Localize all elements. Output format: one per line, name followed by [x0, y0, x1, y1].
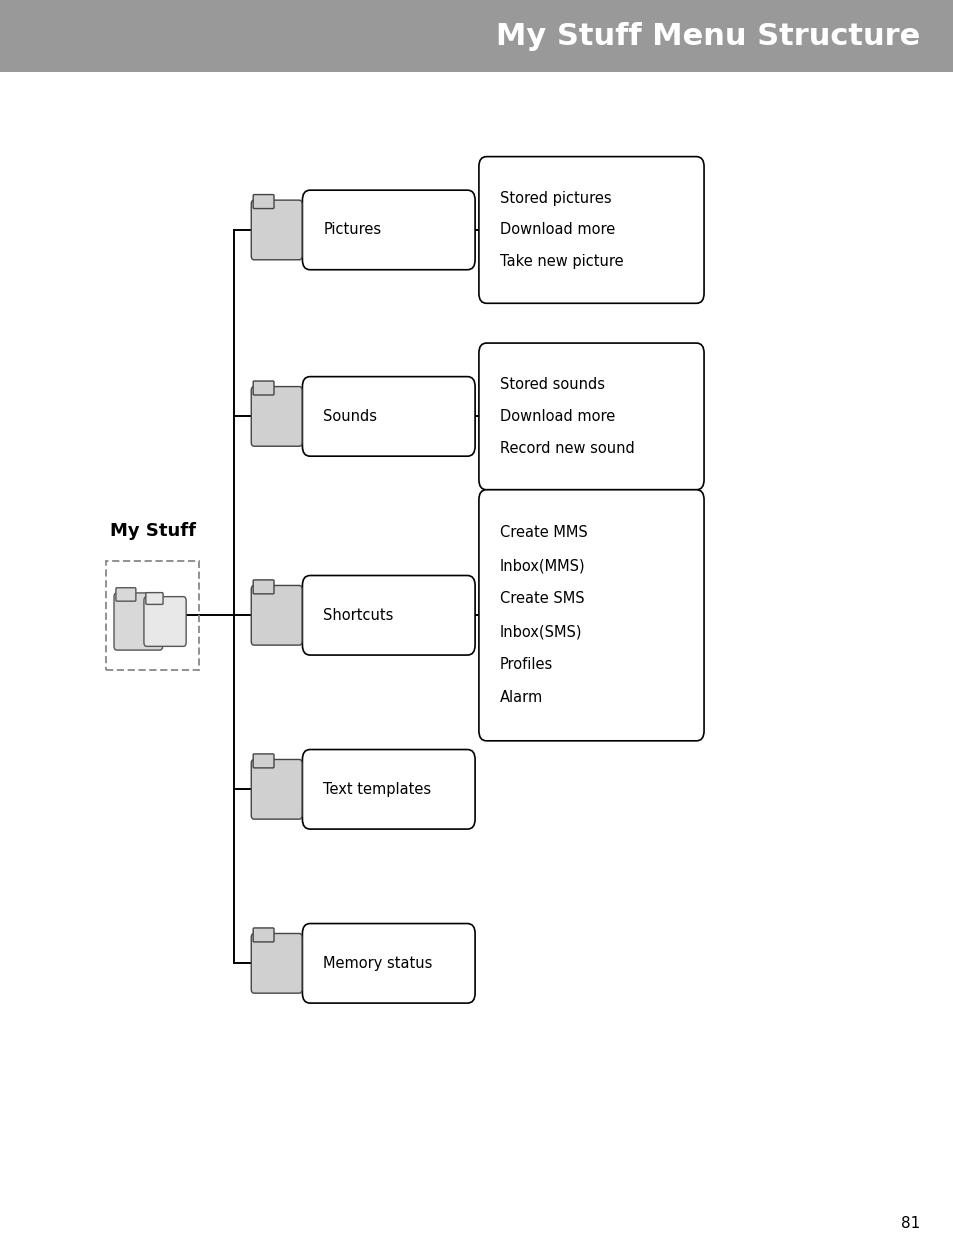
Text: Take new picture: Take new picture — [499, 254, 623, 270]
Text: My Stuff: My Stuff — [110, 522, 195, 539]
FancyBboxPatch shape — [114, 593, 162, 650]
FancyBboxPatch shape — [144, 597, 186, 646]
FancyBboxPatch shape — [251, 933, 302, 993]
Text: Stored pictures: Stored pictures — [499, 190, 611, 206]
Text: Memory status: Memory status — [323, 956, 433, 971]
Text: Record new sound: Record new sound — [499, 440, 634, 456]
FancyBboxPatch shape — [302, 190, 475, 270]
FancyBboxPatch shape — [302, 576, 475, 655]
Text: Alarm: Alarm — [499, 690, 542, 705]
FancyBboxPatch shape — [0, 0, 953, 72]
Text: Create MMS: Create MMS — [499, 526, 587, 541]
FancyBboxPatch shape — [251, 585, 302, 645]
FancyBboxPatch shape — [478, 157, 703, 303]
Text: Stored sounds: Stored sounds — [499, 377, 604, 393]
FancyBboxPatch shape — [253, 929, 274, 942]
Text: Text templates: Text templates — [323, 782, 431, 797]
FancyBboxPatch shape — [146, 593, 163, 604]
Text: Shortcuts: Shortcuts — [323, 608, 394, 623]
FancyBboxPatch shape — [253, 382, 274, 395]
Text: Inbox(SMS): Inbox(SMS) — [499, 624, 581, 639]
Text: Download more: Download more — [499, 222, 615, 237]
FancyBboxPatch shape — [478, 343, 703, 490]
FancyBboxPatch shape — [253, 755, 274, 768]
FancyBboxPatch shape — [251, 387, 302, 446]
Text: Create SMS: Create SMS — [499, 592, 584, 607]
FancyBboxPatch shape — [253, 195, 274, 209]
FancyBboxPatch shape — [478, 490, 703, 741]
FancyBboxPatch shape — [251, 200, 302, 260]
FancyBboxPatch shape — [302, 377, 475, 456]
Text: My Stuff Menu Structure: My Stuff Menu Structure — [496, 21, 920, 51]
Text: Profiles: Profiles — [499, 658, 553, 672]
Text: 81: 81 — [901, 1216, 920, 1231]
Text: Sounds: Sounds — [323, 409, 377, 424]
FancyBboxPatch shape — [116, 588, 135, 602]
FancyBboxPatch shape — [302, 924, 475, 1003]
Text: Pictures: Pictures — [323, 222, 381, 237]
FancyBboxPatch shape — [251, 759, 302, 819]
Text: Download more: Download more — [499, 409, 615, 424]
FancyBboxPatch shape — [302, 750, 475, 829]
FancyBboxPatch shape — [253, 580, 274, 594]
Text: Inbox(MMS): Inbox(MMS) — [499, 558, 585, 573]
